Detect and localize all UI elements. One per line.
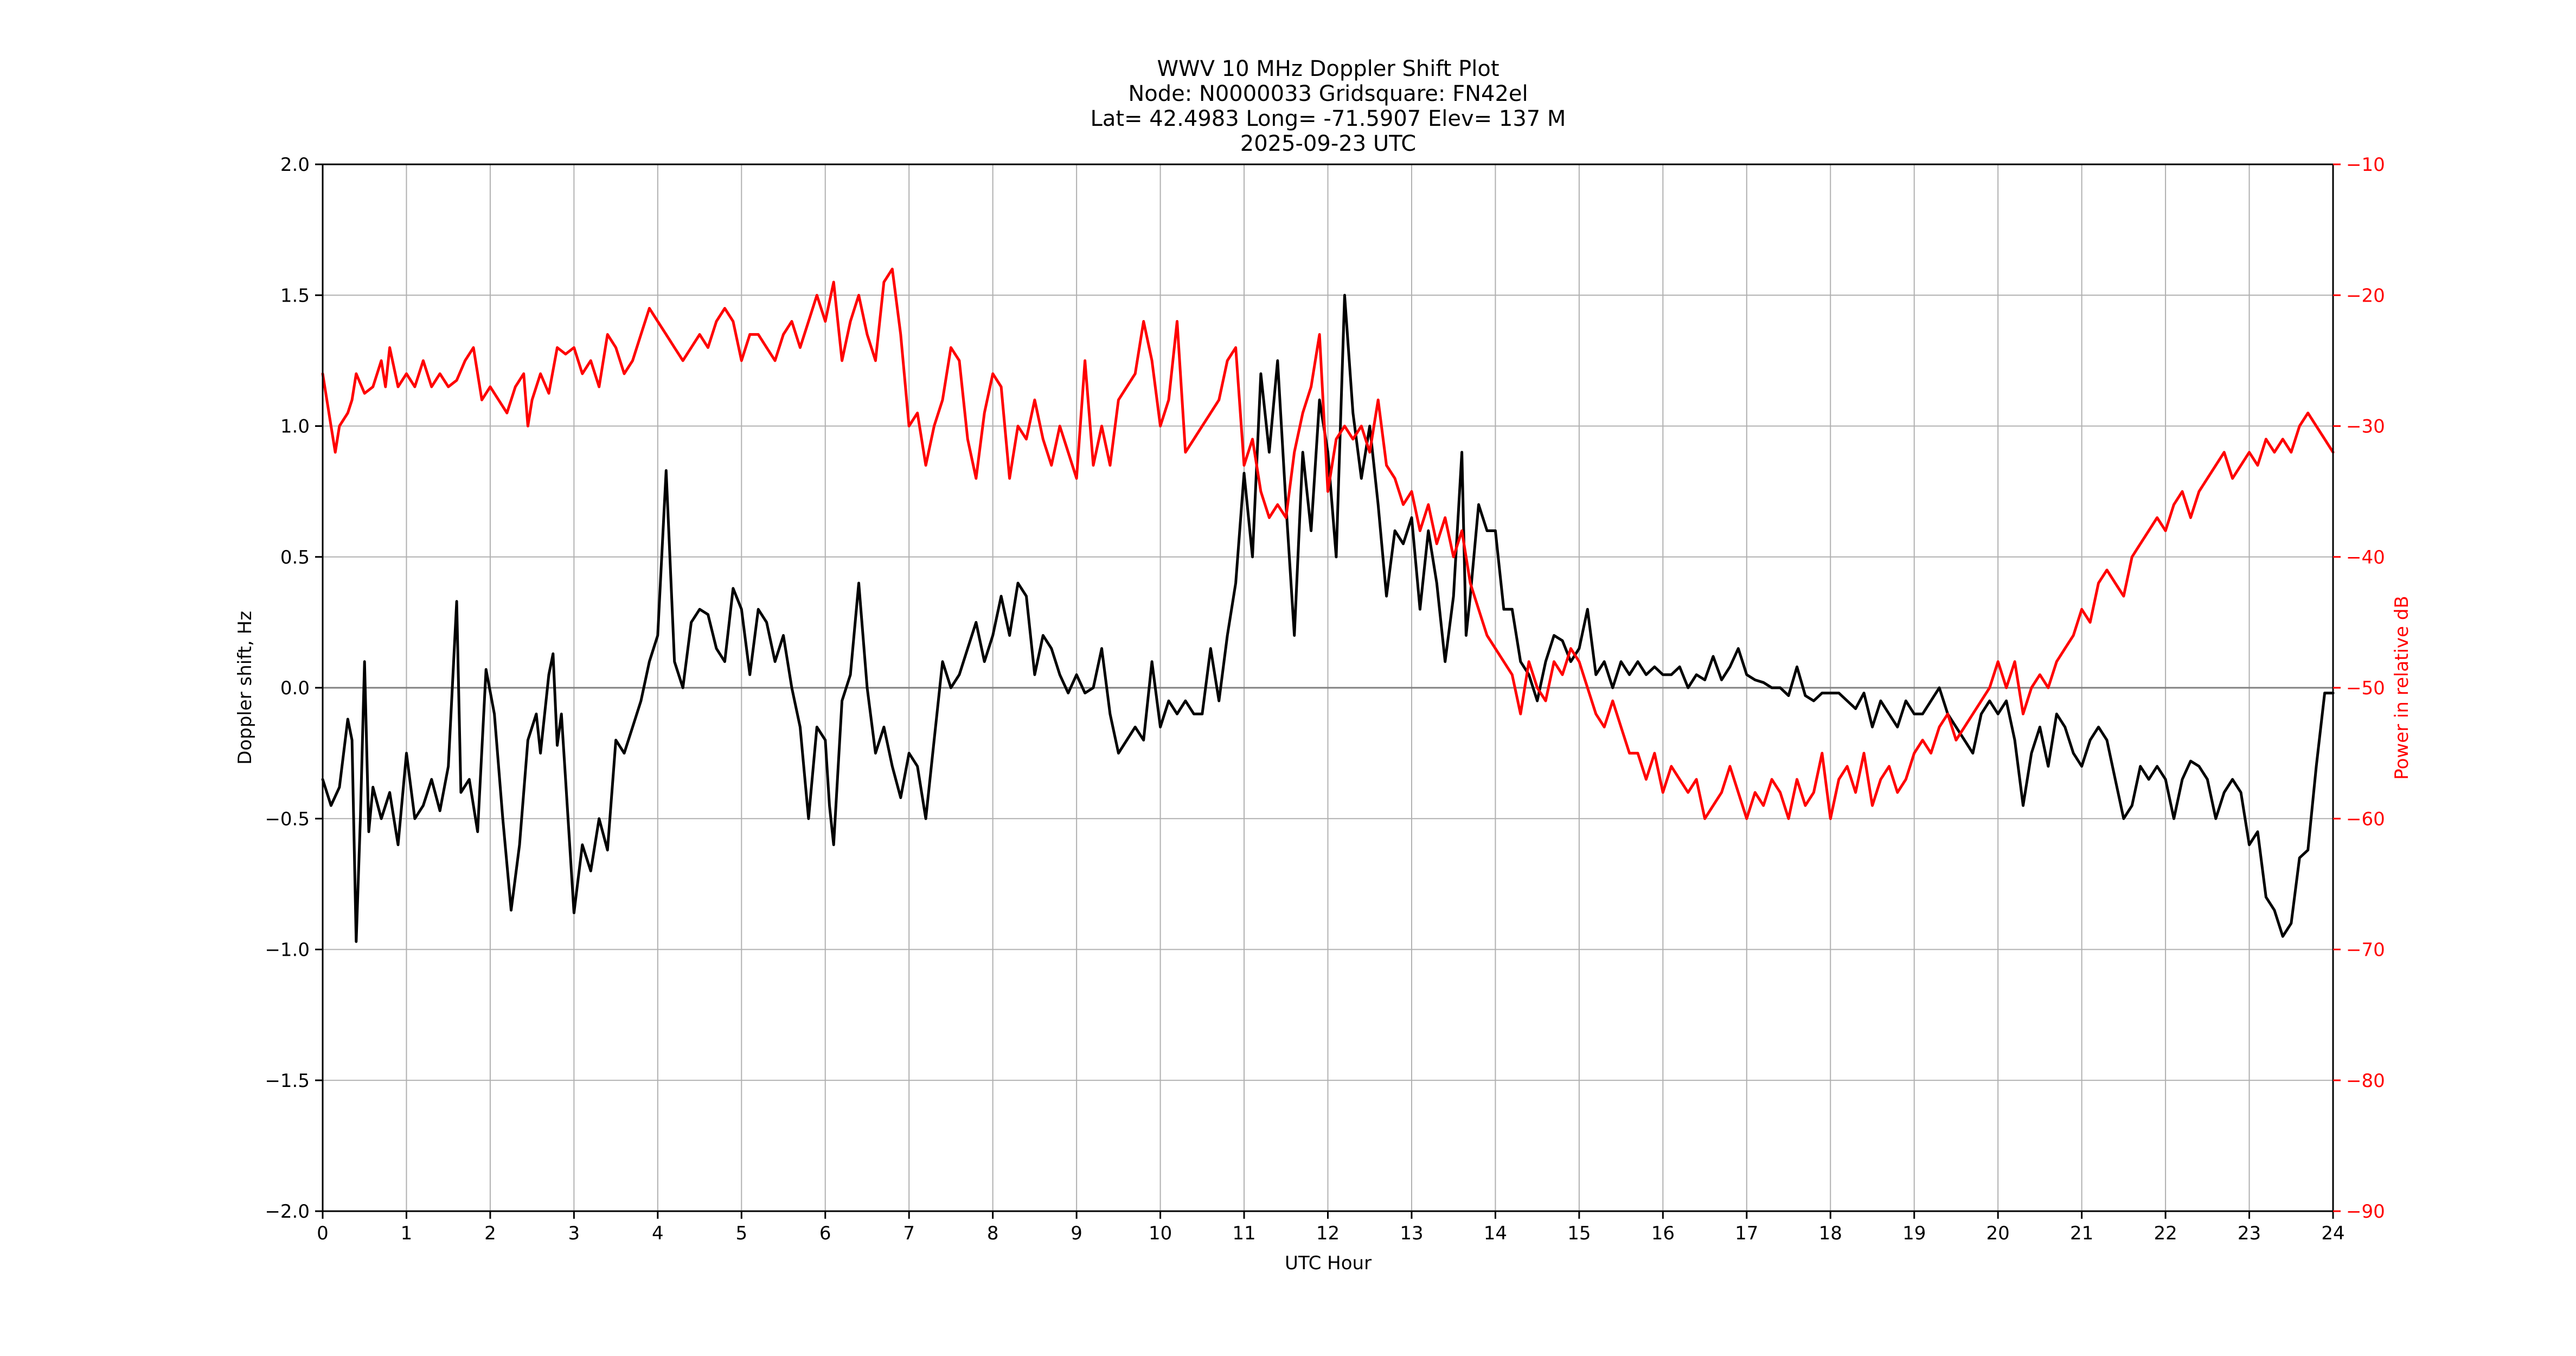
right-y-tick-label: −20 bbox=[2346, 285, 2385, 306]
right-y-tick-label: −60 bbox=[2346, 808, 2385, 830]
x-tick-label: 14 bbox=[1484, 1223, 1507, 1244]
power-series bbox=[321, 267, 2335, 820]
x-tick-label: 19 bbox=[1902, 1223, 1926, 1244]
x-tick-label: 24 bbox=[2321, 1223, 2344, 1244]
right-y-tick-label: −80 bbox=[2346, 1070, 2385, 1092]
doppler-line bbox=[321, 293, 2335, 943]
x-tick-label: 4 bbox=[652, 1223, 664, 1244]
axis-ticks: 0 1 2 3 4 5 6 7 8 9 10 11 12 13 14 15 16 17 18 19 20 21 22 23 24… bbox=[265, 154, 2385, 1244]
right-y-axis-label: Power in relative dB bbox=[2391, 596, 2413, 779]
left-y-tick-label: 0.5 bbox=[280, 547, 310, 568]
power-line bbox=[321, 267, 2335, 820]
x-tick-label: 16 bbox=[1651, 1223, 1675, 1244]
x-tick-label: 7 bbox=[903, 1223, 915, 1244]
doppler-series bbox=[321, 293, 2335, 943]
title-line-4: 2025-09-23 UTC bbox=[1240, 131, 1416, 156]
x-tick-label: 17 bbox=[1735, 1223, 1758, 1244]
left-y-tick-label: −1.5 bbox=[265, 1070, 310, 1092]
x-tick-label: 11 bbox=[1232, 1223, 1255, 1244]
x-tick-label: 10 bbox=[1149, 1223, 1172, 1244]
x-tick-label: 22 bbox=[2154, 1223, 2177, 1244]
title-line-2: Node: N0000033 Gridsquare: FN42el bbox=[1128, 81, 1528, 106]
right-y-tick-label: −40 bbox=[2346, 547, 2385, 568]
left-y-tick-label: 0.0 bbox=[280, 677, 310, 699]
x-axis-label: UTC Hour bbox=[1285, 1252, 1372, 1274]
x-tick-label: 3 bbox=[568, 1223, 580, 1244]
right-y-tick-label: −70 bbox=[2346, 939, 2385, 961]
x-tick-label: 6 bbox=[819, 1223, 831, 1244]
right-y-tick-label: −30 bbox=[2346, 416, 2385, 438]
right-y-tick-label: −90 bbox=[2346, 1201, 2385, 1223]
x-tick-label: 5 bbox=[735, 1223, 747, 1244]
x-tick-label: 15 bbox=[1567, 1223, 1591, 1244]
left-y-tick-label: −1.0 bbox=[265, 939, 310, 961]
x-tick-label: 2 bbox=[484, 1223, 496, 1244]
x-tick-label: 13 bbox=[1400, 1223, 1423, 1244]
x-tick-label: 23 bbox=[2238, 1223, 2261, 1244]
x-tick-label: 12 bbox=[1316, 1223, 1340, 1244]
x-tick-label: 9 bbox=[1071, 1223, 1082, 1244]
x-tick-label: 21 bbox=[2070, 1223, 2093, 1244]
right-y-tick-label: −10 bbox=[2346, 154, 2385, 176]
left-y-tick-label: −2.0 bbox=[265, 1201, 310, 1223]
right-y-tick-label: −50 bbox=[2346, 677, 2385, 699]
x-tick-label: 1 bbox=[401, 1223, 413, 1244]
chart-title: WWV 10 MHz Doppler Shift Plot Node: N000… bbox=[1091, 56, 1566, 156]
x-tick-label: 8 bbox=[987, 1223, 999, 1244]
left-y-tick-label: 1.5 bbox=[280, 285, 310, 306]
left-y-axis-label: Doppler shift, Hz bbox=[234, 611, 256, 765]
left-y-tick-label: 1.0 bbox=[280, 416, 310, 438]
x-tick-label: 18 bbox=[1819, 1223, 1842, 1244]
title-line-3: Lat= 42.4983 Long= -71.5907 Elev= 137 M bbox=[1091, 106, 1566, 131]
left-y-tick-label: −0.5 bbox=[265, 808, 310, 830]
left-y-tick-label: 2.0 bbox=[280, 154, 310, 176]
title-line-1: WWV 10 MHz Doppler Shift Plot bbox=[1157, 56, 1499, 81]
x-tick-label: 20 bbox=[1987, 1223, 2010, 1244]
x-tick-label: 0 bbox=[317, 1223, 329, 1244]
